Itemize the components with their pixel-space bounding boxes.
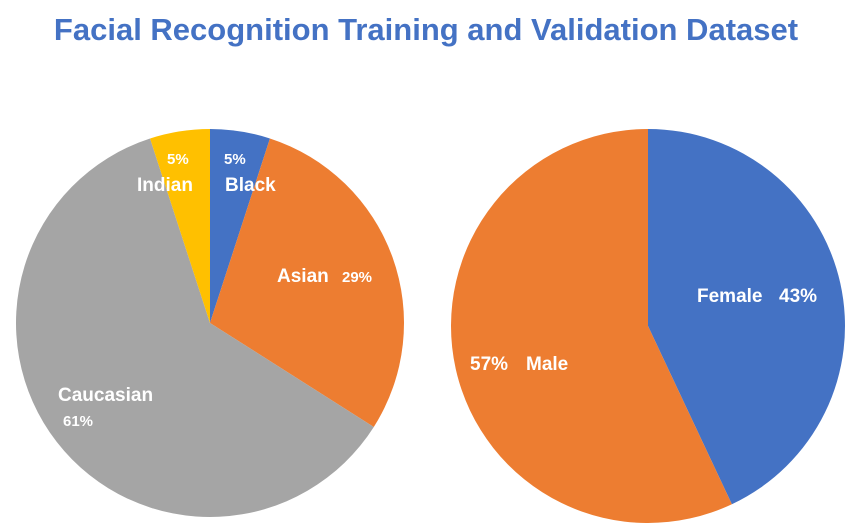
- label-asian-value: 29%: [342, 269, 372, 286]
- label-female-value: 43%: [779, 286, 817, 307]
- label-black-name: Black: [225, 175, 276, 196]
- label-indian-name: Indian: [137, 175, 193, 196]
- gender-slice-male: [450, 129, 732, 523]
- ethnicity-slice-caucasian: [16, 138, 374, 518]
- ethnicity-slice-indian: [150, 129, 210, 323]
- gender-pie: [450, 129, 845, 523]
- label-female-name: Female: [697, 286, 762, 307]
- ethnicity-slice-black: [210, 129, 270, 323]
- label-indian-value: 5%: [167, 151, 189, 168]
- gender-slice-female: [648, 129, 845, 505]
- ethnicity-pie: [16, 129, 404, 518]
- label-male-name: Male: [526, 354, 568, 375]
- chart-title: Facial Recognition Training and Validati…: [53, 12, 799, 47]
- label-asian-name: Asian: [277, 266, 329, 287]
- label-black-value: 5%: [224, 151, 246, 168]
- ethnicity-slice-asian: [210, 138, 404, 427]
- label-caucasian-value: 61%: [63, 413, 93, 430]
- label-male-value: 57%: [470, 354, 508, 375]
- label-caucasian-name: Caucasian: [58, 385, 153, 406]
